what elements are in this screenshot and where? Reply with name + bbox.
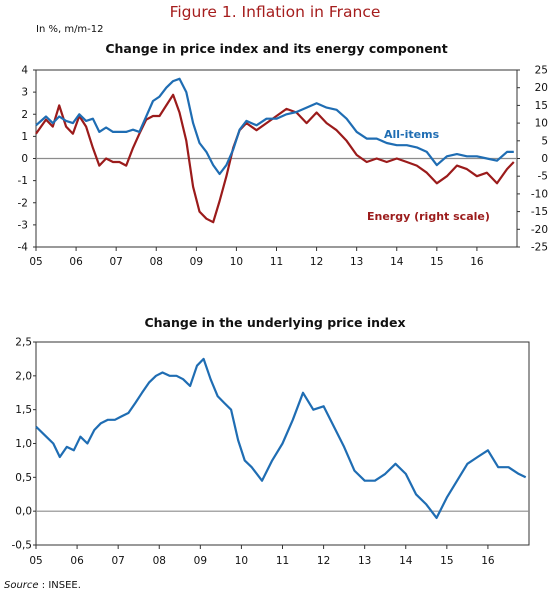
chart2-xtick-label: 12 [317, 555, 330, 567]
chart1-y2tick-label: 0 [541, 153, 548, 165]
chart1-xtick-label: 05 [29, 256, 42, 268]
chart1-xtick-label: 06 [69, 256, 83, 268]
source-text: : INSEE. [41, 580, 81, 591]
chart2-xtick-label: 10 [235, 555, 248, 567]
chart2-ytick-label: 2,5 [15, 337, 32, 349]
chart1-y2tick-label: -10 [531, 188, 548, 200]
chart1-xtick-label: 07 [109, 256, 122, 268]
chart1-ytick-label: 2 [21, 109, 28, 121]
chart1-xtick-label: 16 [470, 256, 484, 268]
chart1-y2tick-label: 5 [541, 135, 548, 147]
chart1-y2tick-label: 10 [535, 118, 548, 130]
chart1-label-energy: Energy (right scale) [367, 210, 490, 223]
chart1-xtick-label: 11 [270, 256, 283, 268]
chart1-xtick-label: 12 [310, 256, 323, 268]
chart1-y2tick-label: -5 [538, 171, 548, 183]
chart2-xtick-label: 09 [194, 555, 207, 567]
chart1-y2tick-label: -25 [531, 242, 548, 254]
chart1-ytick-label: -3 [18, 219, 28, 231]
chart1-xtick-label: 09 [190, 256, 203, 268]
chart2-xtick-label: 13 [358, 555, 371, 567]
chart1-ytick-label: -1 [18, 175, 28, 187]
chart2-ytick-label: 2,0 [15, 370, 32, 382]
chart1-y2tick-label: 25 [535, 65, 548, 77]
chart2-ytick-label: -0,5 [12, 540, 33, 552]
chart1-label-all-items: All-items [384, 128, 440, 141]
chart2-series-underlying [35, 357, 527, 519]
chart1-xtick-label: 15 [430, 256, 443, 268]
chart2-xtick-label: 07 [111, 555, 124, 567]
chart1-ytick-label: 4 [21, 65, 28, 77]
chart1-ytick-label: 3 [21, 87, 28, 99]
chart1-xtick-label: 10 [230, 256, 243, 268]
unit-note: In %, m/m-12 [36, 24, 104, 35]
chart1-ytick-label: -4 [18, 242, 29, 254]
chart2-xtick-label: 15 [440, 555, 453, 567]
chart1-y2tick-label: 15 [535, 100, 548, 112]
chart1-xtick-label: 13 [350, 256, 363, 268]
chart2-xtick-label: 05 [29, 555, 42, 567]
chart1-y2tick-label: -15 [531, 206, 548, 218]
chart2-xtick-label: 08 [153, 555, 166, 567]
source-note: Source : INSEE. [4, 580, 81, 591]
chart2-xtick-label: 06 [70, 555, 84, 567]
source-label: Source [4, 580, 39, 591]
figure-title: Figure 1. Inflation in France [169, 3, 381, 21]
chart2-title: Change in the underlying price index [144, 315, 405, 330]
chart1-series-all-items [35, 77, 514, 176]
chart2-ytick-label: 1,0 [15, 438, 32, 450]
chart2-xtick-label: 16 [481, 555, 495, 567]
chart2-xtick-label: 14 [399, 555, 413, 567]
chart1-ytick-label: -2 [18, 197, 28, 209]
chart1-xtick-label: 08 [150, 256, 163, 268]
chart2-ytick-label: 0,0 [15, 506, 32, 518]
chart1-ytick-label: 1 [21, 131, 28, 143]
chart2-xtick-label: 11 [276, 555, 289, 567]
chart2-ytick-label: 1,5 [15, 404, 32, 416]
chart1-xtick-label: 14 [390, 256, 404, 268]
chart1-title: Change in price index and its energy com… [105, 41, 447, 56]
chart2-ytick-label: 0,5 [15, 472, 32, 484]
chart1-ytick-label: 0 [21, 153, 28, 165]
chart1-y2tick-label: -20 [531, 224, 548, 236]
chart1-y2tick-label: 20 [535, 82, 548, 94]
